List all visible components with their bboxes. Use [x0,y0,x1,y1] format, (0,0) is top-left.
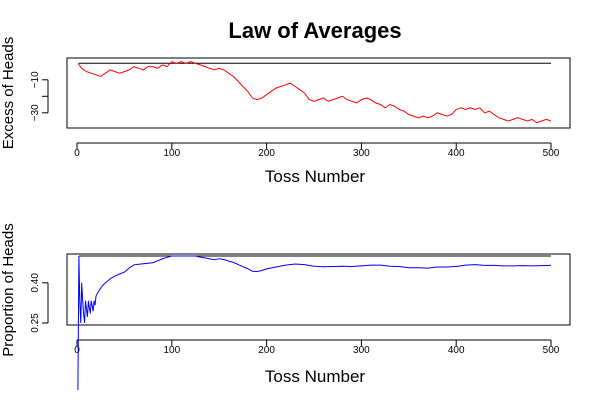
excess-x-tick-label: 500 [543,148,560,159]
excess-x-axis: 0 100 200 300 400 500 [74,142,560,159]
prop-x-tick-label: 300 [353,345,370,356]
prop-x-tick-label: 100 [163,345,180,356]
prop-x-tick-label: 500 [543,345,560,356]
excess-y-tick-label: −10 [30,71,41,88]
excess-of-heads-line [77,61,552,124]
excess-x-tick-label: 400 [448,148,465,159]
excess-x-tick-label: 200 [258,148,275,159]
proportion-x-axis: 0 100 200 300 400 500 [74,339,560,356]
prop-y-tick-label: 0.25 [30,313,41,333]
figure-title: Law of Averages [228,18,401,43]
excess-x-tick-label: 300 [353,148,370,159]
proportion-panel: 0 100 200 300 400 500 0.25 0.40 Toss Number Pr… [0,223,571,391]
prop-x-tick-label: 0 [74,345,80,356]
proportion-x-axis-label: Toss Number [265,367,365,386]
excess-x-tick-label: 0 [74,148,80,159]
prop-x-tick-label: 200 [258,345,275,356]
excess-panel: 0 100 200 300 400 500 −10 −30 Toss Number Exce… [0,37,571,186]
proportion-of-heads-line [77,255,552,391]
prop-x-tick-label: 400 [448,345,465,356]
proportion-plot-frame [66,253,571,326]
excess-x-tick-label: 100 [163,148,180,159]
excess-plot-frame [66,57,571,129]
proportion-y-axis-label: Proportion of Heads [0,223,17,356]
excess-y-axis-label: Excess of Heads [0,37,17,150]
excess-x-axis-label: Toss Number [265,167,365,186]
proportion-y-axis: 0.25 0.40 [30,273,49,333]
prop-y-tick-label: 0.40 [30,273,41,293]
excess-y-tick-label: −30 [30,104,41,121]
excess-y-axis: −10 −30 [30,71,49,121]
